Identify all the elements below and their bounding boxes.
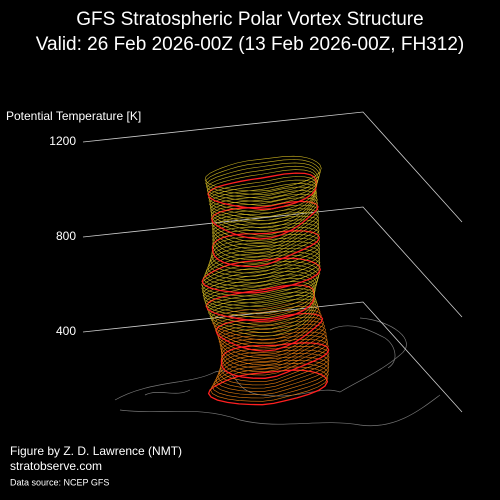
vortex-contour xyxy=(217,353,330,389)
vortex-contour xyxy=(211,298,318,337)
vortex-contour xyxy=(208,179,317,218)
z-axis-label: Potential Temperature [K] xyxy=(6,109,141,123)
vortex-contour xyxy=(207,369,329,406)
vortex-contour xyxy=(220,342,330,379)
grid-line xyxy=(82,111,463,223)
vortex-contour xyxy=(204,155,322,192)
vortex-contour xyxy=(211,230,321,268)
coastlines xyxy=(114,317,441,427)
vortex-contour xyxy=(210,197,319,236)
vortex-contour xyxy=(209,183,317,221)
vortex-contour xyxy=(220,331,328,369)
vortex-contour xyxy=(220,335,329,373)
vortex-contour xyxy=(210,193,318,233)
vortex xyxy=(201,155,330,406)
credit: Data source: NCEP GFS xyxy=(10,477,109,487)
vortex-contour xyxy=(211,234,320,270)
credit: stratobserve.com xyxy=(10,459,102,473)
vortex-contour xyxy=(210,190,318,229)
z-tick-label: 1200 xyxy=(49,134,76,148)
vortex-contour xyxy=(203,274,317,311)
vortex-contour xyxy=(209,186,317,225)
grid-line xyxy=(82,206,463,318)
vortex-contour xyxy=(206,162,320,199)
vortex-contour xyxy=(207,172,318,210)
vortex-contour xyxy=(220,346,330,382)
credit: Figure by Z. D. Lawrence (NMT) xyxy=(10,444,182,458)
vortex-contour xyxy=(211,204,319,243)
vortex-contour xyxy=(210,366,329,402)
vortex-contour xyxy=(205,159,321,196)
z-tick-label: 400 xyxy=(56,324,76,338)
vortex-contour xyxy=(212,215,319,254)
vortex-contour xyxy=(202,271,318,308)
vortex-contour xyxy=(211,212,319,251)
vortex-contour xyxy=(212,219,319,257)
vortex-contour xyxy=(212,363,329,399)
vortex-contour xyxy=(211,208,319,247)
chart-subtitle: Valid: 26 Feb 2026-00Z (13 Feb 2026-00Z,… xyxy=(36,34,464,55)
vortex-contour xyxy=(202,267,319,304)
vortex-contour xyxy=(212,226,320,264)
vortex-contour xyxy=(206,165,319,203)
grid-line xyxy=(82,301,463,413)
vortex-contour xyxy=(213,359,329,396)
vortex-contour xyxy=(208,176,317,214)
chart-title: GFS Stratospheric Polar Vortex Structure xyxy=(76,9,423,30)
vortex-contour xyxy=(221,338,329,376)
vortex-contour xyxy=(207,244,320,280)
vortex-contour xyxy=(218,349,330,386)
vortex-contour xyxy=(218,324,326,363)
vortex-contour xyxy=(212,223,320,261)
vortex-contour xyxy=(201,264,320,300)
z-tick-label: 800 xyxy=(56,229,76,243)
vortex-contour xyxy=(219,327,327,366)
vortex-contour xyxy=(215,356,329,392)
vortex-contour xyxy=(210,200,319,240)
